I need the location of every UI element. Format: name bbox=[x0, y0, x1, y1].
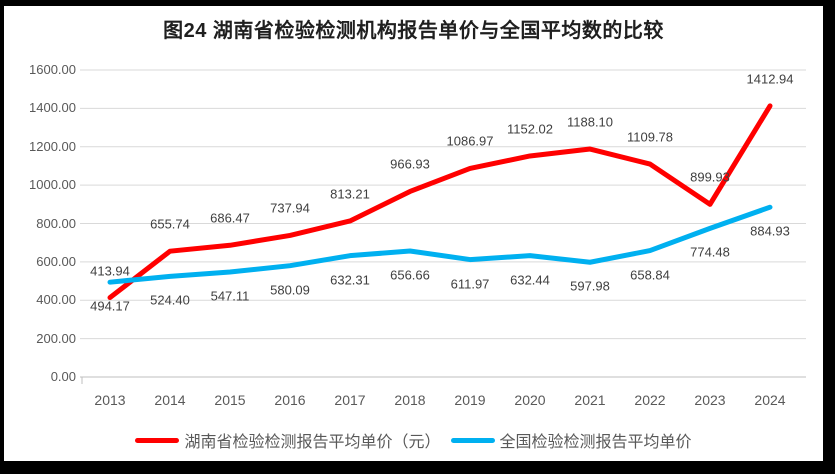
legend-item-national: 全国检验检测报告平均单价 bbox=[450, 428, 692, 452]
data-label: 547.11 bbox=[210, 288, 250, 304]
x-axis-tick-label: 2018 bbox=[394, 392, 426, 408]
legend-line-swatch bbox=[450, 437, 495, 443]
data-label: 899.93 bbox=[690, 169, 730, 185]
x-axis-tick-label: 2020 bbox=[514, 392, 546, 408]
x-axis-tick-label: 2022 bbox=[634, 392, 666, 408]
y-axis-tick-label: 1000.00 bbox=[29, 177, 76, 193]
data-label: 658.84 bbox=[630, 267, 670, 283]
y-axis-tick-label: 1400.00 bbox=[29, 100, 76, 116]
data-label: 524.40 bbox=[150, 292, 190, 308]
y-axis-tick-label: 0.00 bbox=[50, 369, 76, 384]
data-label: 966.93 bbox=[390, 156, 430, 172]
data-label: 884.93 bbox=[750, 223, 790, 239]
x-axis-tick-label: 2015 bbox=[214, 392, 246, 408]
data-label: 632.44 bbox=[510, 272, 550, 288]
data-label: 597.98 bbox=[570, 278, 610, 294]
chart-canvas: 图24 湖南省检验检测机构报告单价与全国平均数的比较 0.00 200.00 400… bbox=[4, 6, 823, 461]
data-label: 1152.02 bbox=[506, 121, 554, 137]
x-axis-tick-label: 2019 bbox=[454, 392, 486, 408]
chart-legend: 湖南省检验检测报告平均单价（元） 全国检验检测报告平均单价 bbox=[4, 428, 823, 452]
line-chart-plot-area bbox=[80, 69, 806, 384]
data-label: 580.09 bbox=[270, 282, 310, 298]
data-label: 413.94 bbox=[90, 263, 130, 279]
data-label: 1412.94 bbox=[746, 71, 794, 87]
y-axis-tick-label: 600.00 bbox=[36, 253, 76, 269]
data-label: 774.48 bbox=[690, 244, 730, 260]
legend-item-hunan: 湖南省检验检测报告平均单价（元） bbox=[135, 428, 441, 452]
y-axis-tick-label: 1200.00 bbox=[29, 138, 76, 154]
series-line-hunan bbox=[107, 103, 773, 301]
x-axis-tick-label: 2017 bbox=[334, 392, 366, 408]
data-label: 813.21 bbox=[330, 186, 370, 202]
x-axis-tick-label: 2024 bbox=[754, 392, 786, 408]
data-label: 737.94 bbox=[270, 200, 310, 216]
legend-label: 湖南省检验检测报告平均单价（元） bbox=[184, 434, 441, 451]
data-label: 494.17 bbox=[90, 298, 130, 314]
legend-line-swatch bbox=[135, 437, 180, 443]
chart-title: 图24 湖南省检验检测机构报告单价与全国平均数的比较 bbox=[163, 20, 664, 42]
data-label: 1086.97 bbox=[446, 133, 494, 149]
x-axis-tick-label: 2013 bbox=[94, 392, 126, 408]
data-label: 611.97 bbox=[450, 276, 490, 292]
y-axis-tick-label: 400.00 bbox=[36, 292, 76, 308]
y-axis-tick-label: 800.00 bbox=[36, 215, 76, 231]
y-axis-tick-label: 200.00 bbox=[36, 330, 76, 346]
data-label: 632.31 bbox=[330, 272, 370, 288]
x-axis-tick-label: 2023 bbox=[694, 392, 726, 408]
data-label: 655.74 bbox=[150, 216, 190, 232]
legend-label: 全国检验检测报告平均单价 bbox=[499, 434, 692, 451]
y-axis-tick-label: 1600.00 bbox=[29, 62, 76, 77]
data-label: 656.66 bbox=[390, 267, 430, 283]
x-axis-tick-label: 2016 bbox=[274, 392, 306, 408]
data-label: 686.47 bbox=[210, 210, 250, 226]
data-label: 1188.10 bbox=[566, 114, 614, 130]
series-line-national bbox=[107, 204, 773, 285]
x-axis-tick-label: 2014 bbox=[154, 392, 186, 408]
data-label: 1109.78 bbox=[626, 129, 674, 145]
x-axis-tick-label: 2021 bbox=[574, 392, 606, 408]
